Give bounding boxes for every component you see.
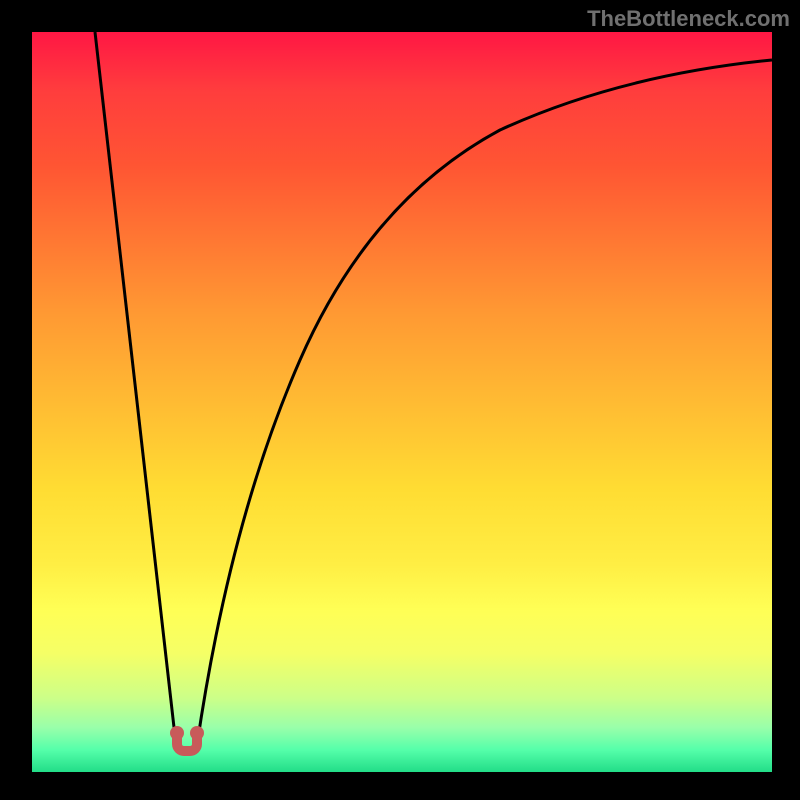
left-curve <box>95 32 176 745</box>
right-curve <box>197 60 772 745</box>
watermark-text: TheBottleneck.com <box>587 6 790 32</box>
bottleneck-marker <box>172 728 202 756</box>
chart-container: TheBottleneck.com <box>0 0 800 800</box>
curves-svg <box>0 0 800 800</box>
